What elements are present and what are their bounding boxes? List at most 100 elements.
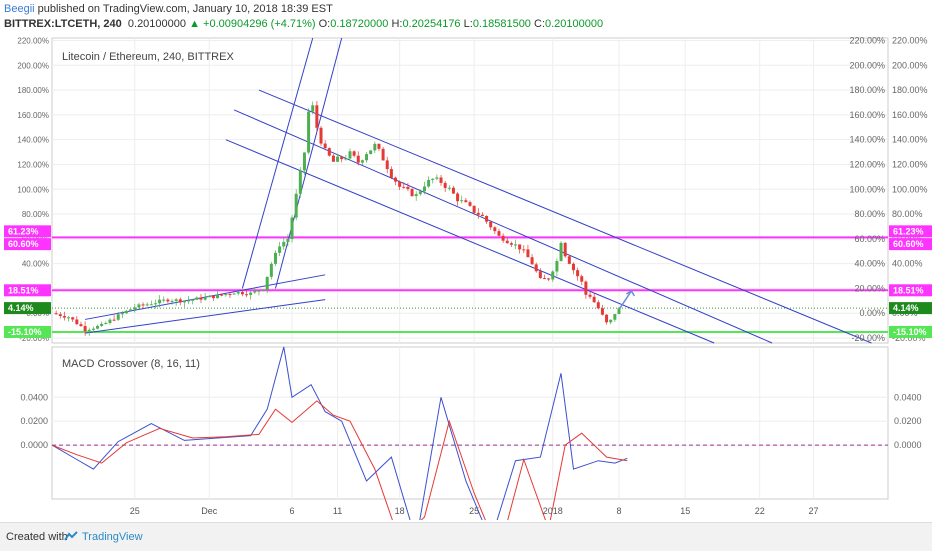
candle-body [336, 156, 340, 162]
candle-body [71, 317, 75, 320]
author-link[interactable]: Beegii [4, 3, 35, 15]
tradingview-link[interactable]: TradingView [82, 531, 143, 543]
candle-body [174, 299, 178, 301]
candle-body [542, 278, 546, 280]
rising-channel-lower-trendline[interactable] [85, 299, 326, 334]
candle-body [377, 143, 381, 149]
candle-body [447, 187, 451, 189]
projection-arrow-head [626, 289, 636, 297]
candle-body [240, 292, 244, 295]
price-pane[interactable] [51, 37, 889, 344]
candle-body [257, 290, 261, 292]
candle-body [613, 314, 617, 320]
level-price-tag [4, 325, 51, 338]
published-text: published on TradingView.com, January 10… [37, 3, 333, 15]
time-tick-label: 11 [333, 506, 342, 516]
candle-body [398, 181, 402, 187]
candle-body [311, 105, 315, 112]
candle-body [149, 304, 153, 306]
price-tick-label-left: 120.00% [849, 159, 885, 169]
candle-body [220, 294, 224, 296]
price-change: ▲ +0.00904296 (+4.71%) [189, 18, 316, 30]
open-label: O: [318, 18, 331, 30]
price-tick-label-edge: 120.00% [17, 160, 49, 169]
candle-body [468, 202, 472, 206]
candle-body [394, 177, 398, 182]
candle-body [182, 301, 186, 303]
macd-tick-label-left: 0.0000 [20, 440, 48, 450]
price-tick-label-edge: 160.00% [17, 111, 49, 120]
high-label: H: [391, 18, 403, 30]
candle-body [365, 154, 369, 161]
price-tick-label-edge: 220.00% [17, 36, 49, 45]
candle-body [443, 182, 447, 188]
candle-body [191, 299, 195, 301]
falling-channel-upper-trendline[interactable] [258, 89, 872, 344]
candle-body [141, 304, 145, 306]
candle-body [137, 304, 141, 308]
publish-info: Beegii published on TradingView.com, Jan… [4, 3, 333, 15]
candle-body [170, 300, 174, 302]
candle-body [402, 186, 406, 188]
macd-tick-label-left: 0.0200 [20, 416, 48, 426]
time-tick-label: 22 [755, 506, 765, 516]
candle-body [501, 235, 505, 241]
macd-tick-label-left: 0.0400 [20, 392, 48, 402]
price-tick-label-edge: 100.00% [17, 185, 49, 194]
candle-body [253, 290, 257, 293]
time-tick-label: 2018 [543, 506, 563, 516]
price-tick-label-left: 180.00% [849, 85, 885, 95]
time-tick-label: 25 [130, 506, 140, 516]
candle-body [108, 319, 112, 323]
falling-channel-mid-trendline[interactable] [233, 109, 773, 344]
level-price-tag-label: 60.60% [893, 239, 924, 249]
price-tick-label-left: 80.00% [854, 209, 885, 219]
candle-body [83, 326, 87, 332]
candle-body [315, 105, 319, 128]
steep-line-left-trendline[interactable] [241, 37, 314, 289]
candle-body [327, 148, 331, 156]
candle-body [555, 261, 559, 272]
falling-channel-lower-trendline[interactable] [225, 139, 715, 344]
time-tick-label: 8 [616, 506, 621, 516]
candle-body [580, 276, 584, 282]
chart-svg[interactable]: -20.00%-20.00%-20.00%0.00%0.00%0.00%20.0… [0, 0, 932, 520]
price-tick-label-left: 160.00% [849, 110, 885, 120]
projection-arrow[interactable] [619, 290, 633, 309]
macd-pane[interactable] [51, 346, 889, 500]
level-price-tag [889, 225, 932, 238]
price-tick-label-edge: 40.00% [22, 260, 49, 269]
candle-body [294, 193, 298, 218]
candle-body [166, 299, 170, 302]
candle-body [195, 297, 199, 300]
price-tick-label-left: 140.00% [849, 135, 885, 145]
candle-body [54, 313, 58, 315]
candle-body [493, 227, 497, 232]
candle-body [526, 249, 530, 258]
high-value: 0.20254176 [402, 18, 461, 30]
level-price-tag-label: 4.14% [8, 303, 34, 313]
candle-body [298, 170, 302, 194]
macd-series-signal[interactable] [51, 400, 628, 520]
candle-body [435, 177, 439, 179]
level-price-tag [889, 238, 932, 251]
level-price-tag [4, 225, 51, 238]
price-tick-label-right: 180.00% [892, 85, 928, 95]
candle-body [58, 314, 62, 317]
candle-body [588, 294, 592, 297]
candle-body [79, 324, 83, 327]
candle-body [369, 150, 373, 155]
candle-body [104, 322, 108, 324]
candle-body [385, 160, 389, 170]
price-tick-label-right: 220.00% [892, 35, 928, 45]
candle-body [514, 244, 518, 246]
price-tick-label-edge: -20.00% [19, 334, 49, 343]
macd-title: MACD Crossover (8, 16, 11) [62, 358, 200, 370]
macd-tick-label-right: 0.0200 [894, 416, 922, 426]
steep-line-right-trendline[interactable] [275, 37, 343, 289]
candle-body [596, 302, 600, 309]
candle-body [476, 212, 480, 215]
level-price-tag [889, 302, 932, 315]
candle-body [418, 191, 422, 195]
candle-body [480, 214, 484, 216]
